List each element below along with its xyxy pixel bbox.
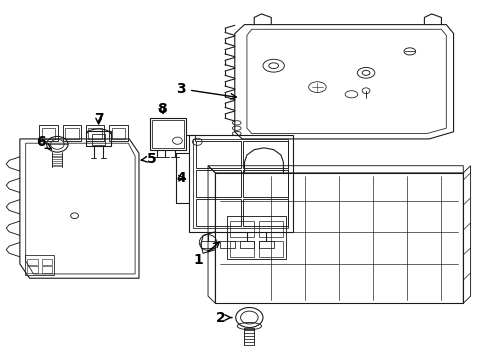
Bar — [188, 135, 292, 232]
Bar — [109, 125, 127, 141]
Bar — [215, 173, 462, 303]
Bar — [243, 199, 287, 226]
Bar — [243, 141, 287, 168]
Bar — [193, 139, 287, 228]
Bar — [25, 255, 54, 275]
Bar — [86, 131, 111, 146]
Text: 5: 5 — [141, 152, 157, 166]
Text: 4: 4 — [176, 171, 186, 185]
Bar — [201, 241, 215, 248]
Text: 1: 1 — [193, 242, 219, 267]
Bar — [41, 128, 55, 139]
Text: 8: 8 — [157, 102, 166, 116]
Bar — [243, 170, 287, 197]
Bar — [149, 118, 186, 150]
Bar — [112, 128, 125, 139]
Bar — [259, 241, 273, 248]
Bar — [39, 125, 58, 141]
Bar — [259, 241, 283, 257]
Bar — [65, 128, 79, 139]
Bar — [259, 221, 283, 237]
Bar — [41, 258, 52, 265]
Bar — [220, 241, 234, 248]
Bar — [62, 125, 81, 141]
Bar — [239, 241, 254, 248]
Bar — [88, 128, 102, 139]
Text: 6: 6 — [37, 135, 51, 149]
Bar — [86, 125, 104, 141]
Bar — [229, 221, 254, 237]
Bar — [27, 266, 38, 273]
Text: 3: 3 — [176, 82, 236, 99]
Bar — [196, 170, 241, 197]
Text: 2: 2 — [216, 311, 231, 324]
Bar — [27, 258, 38, 265]
Bar — [227, 216, 285, 258]
Bar — [92, 134, 105, 145]
Bar — [196, 141, 241, 168]
Bar — [196, 199, 241, 226]
Bar — [41, 266, 52, 273]
Bar — [152, 120, 183, 148]
Bar — [229, 241, 254, 257]
Text: 7: 7 — [94, 112, 103, 126]
